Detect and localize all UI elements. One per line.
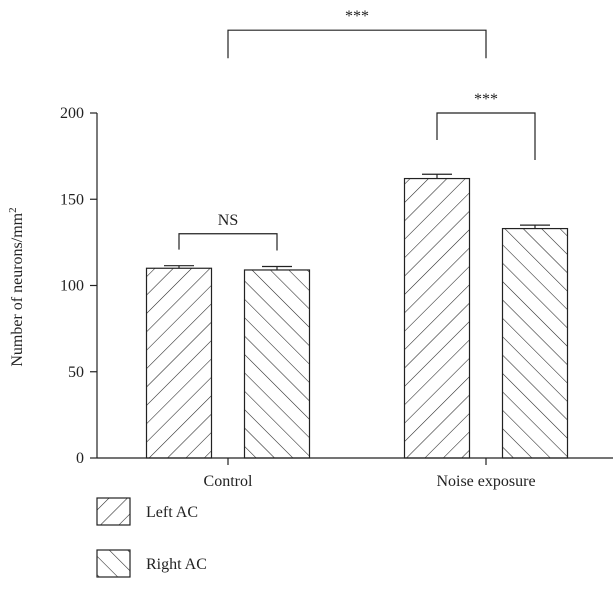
significance-label: *** — [474, 91, 498, 108]
y-axis-label: Number of neurons/mm2 — [7, 207, 26, 366]
bar — [403, 177, 471, 459]
legend-label: Right AC — [146, 556, 207, 573]
legend-swatch — [96, 497, 131, 526]
legend-swatch — [96, 549, 131, 578]
significance-label: *** — [345, 8, 369, 25]
significance-bracket — [178, 233, 278, 251]
x-tick-label: Noise exposure — [436, 473, 535, 490]
significance-bracket — [227, 29, 487, 59]
x-tick-label: Control — [204, 473, 253, 490]
error-bars — [164, 173, 550, 270]
significance-bracket — [436, 112, 536, 160]
legend: Left AC Right AC — [96, 497, 207, 578]
y-tick-label: 0 — [76, 450, 84, 467]
bar — [501, 227, 569, 459]
y-tick-label: 200 — [60, 105, 84, 122]
y-tick-label: 50 — [68, 364, 84, 381]
y-tick-label: 100 — [60, 278, 84, 295]
bars — [145, 177, 569, 459]
y-axis: 0 50 100 150 200 — [60, 105, 98, 467]
y-tick-label: 150 — [60, 191, 84, 208]
significance-label: NS — [218, 212, 238, 229]
x-axis: Control Noise exposure — [97, 457, 613, 490]
significance-brackets: NS *** *** — [178, 8, 536, 251]
bar — [243, 269, 311, 459]
bar — [145, 267, 213, 459]
legend-label: Left AC — [146, 504, 198, 521]
